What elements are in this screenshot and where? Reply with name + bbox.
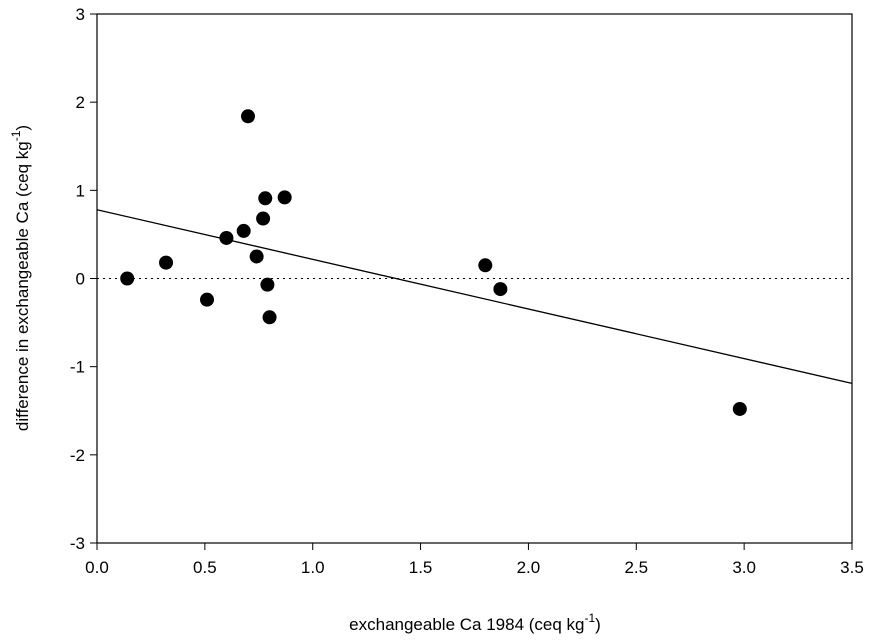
y-tick-label: 2: [76, 93, 85, 112]
point: [260, 277, 275, 292]
point: [200, 292, 215, 307]
point: [236, 223, 251, 238]
point: [277, 190, 292, 205]
point: [493, 282, 508, 297]
y-tick-label: 0: [76, 270, 85, 289]
x-tick-label: 1.5: [409, 558, 433, 577]
y-tick-label: -1: [70, 358, 85, 377]
x-tick-label: 3.0: [732, 558, 756, 577]
x-axis-label: exchangeable Ca 1984 (ceq kg-1): [349, 611, 601, 634]
x-tick-label: 0.5: [193, 558, 217, 577]
point: [219, 230, 234, 245]
point: [256, 211, 271, 226]
y-label-text: difference in exchangeable Ca (ceq kg: [13, 141, 32, 431]
x-label-sup: -1: [585, 611, 596, 625]
x-label-suffix: ): [595, 615, 601, 634]
point: [159, 255, 174, 270]
y-axis-label: difference in exchangeable Ca (ceq kg-1): [9, 125, 32, 431]
point: [241, 109, 255, 124]
y-tick-label: 3: [76, 5, 85, 24]
y-tick-label: -2: [70, 446, 85, 465]
point: [262, 310, 277, 325]
plot-frame: [96, 13, 853, 544]
point: [732, 401, 747, 416]
y-label-sup: -1: [9, 130, 23, 141]
x-tick-label: 1.0: [301, 558, 325, 577]
y-label-suffix: ): [13, 125, 32, 131]
x-label-text: exchangeable Ca 1984 (ceq kg: [349, 615, 584, 634]
x-tick-label: 2.5: [624, 558, 648, 577]
point: [120, 271, 135, 286]
x-tick-label: 2.0: [517, 558, 541, 577]
point: [258, 191, 273, 206]
x-tick-label: 3.5: [840, 558, 864, 577]
x-tick-label: 0.0: [85, 558, 109, 577]
point: [249, 249, 264, 264]
y-tick-label: 1: [76, 181, 85, 200]
point: [478, 258, 493, 273]
y-tick-label: -3: [70, 534, 85, 553]
